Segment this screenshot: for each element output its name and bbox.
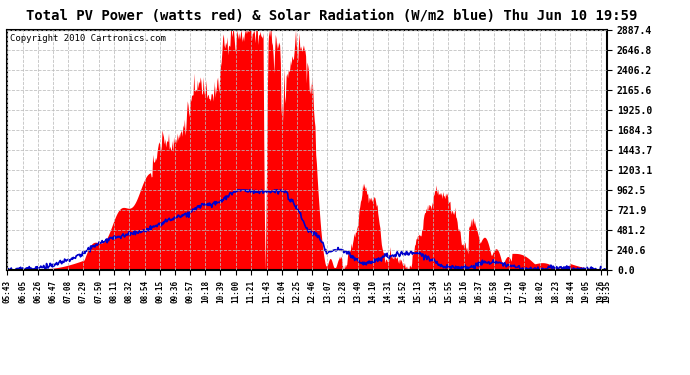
Text: Copyright 2010 Cartronics.com: Copyright 2010 Cartronics.com	[10, 34, 166, 43]
Text: Total PV Power (watts red) & Solar Radiation (W/m2 blue) Thu Jun 10 19:59: Total PV Power (watts red) & Solar Radia…	[26, 9, 637, 23]
